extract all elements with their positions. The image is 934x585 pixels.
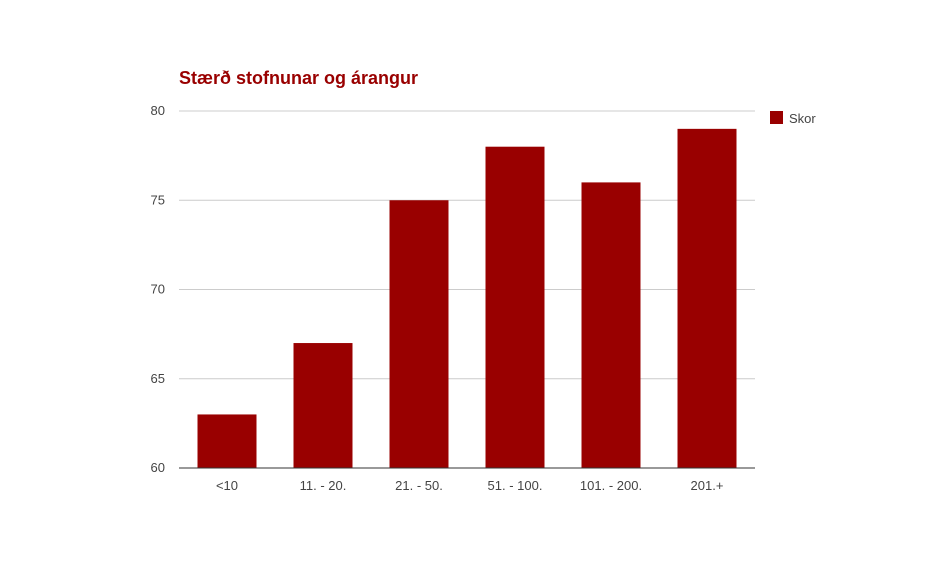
legend-swatch-skor	[770, 111, 783, 124]
bar	[485, 146, 545, 468]
x-tick-label: 201.+	[691, 478, 724, 493]
y-tick-label: 75	[151, 192, 165, 207]
bars	[197, 128, 737, 468]
x-tick-label: 11. - 20.	[300, 478, 347, 493]
legend-label-skor: Skor	[789, 111, 816, 126]
y-tick-label: 60	[151, 460, 165, 475]
y-tick-label: 80	[151, 103, 165, 118]
bar	[389, 200, 449, 468]
x-tick-label: 101. - 200.	[580, 478, 642, 493]
x-tick-label: 21. - 50.	[395, 478, 443, 493]
chart-title: Stærð stofnunar og árangur	[179, 68, 418, 88]
bar	[677, 128, 737, 468]
gridlines	[179, 110, 755, 380]
y-tick-label: 65	[151, 371, 165, 386]
bar	[581, 182, 641, 468]
legend: Skor	[770, 111, 816, 126]
bar	[197, 414, 257, 468]
bar	[293, 343, 353, 468]
x-tick-label: <10	[216, 478, 238, 493]
x-tick-label: 51. - 100.	[488, 478, 543, 493]
axes: 60 65 70 75 80 <10 11. - 20. 21. - 50. 51. - 100…	[151, 103, 755, 493]
y-tick-label: 70	[151, 282, 165, 297]
